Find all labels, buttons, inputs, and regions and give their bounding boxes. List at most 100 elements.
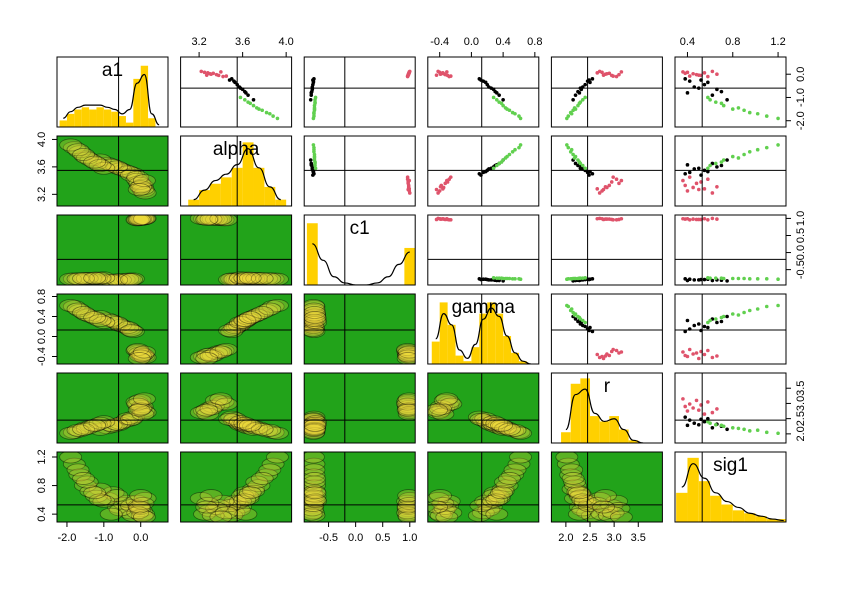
density-contour: [130, 215, 153, 226]
panel: [551, 136, 663, 206]
density-contour: [509, 452, 532, 464]
density-contour: [62, 425, 86, 439]
sample-point: [706, 74, 710, 79]
panel: [427, 452, 539, 522]
panel-frame: [427, 293, 540, 365]
x-tick-label: 0.0: [133, 532, 148, 544]
sample-point: [747, 308, 752, 313]
panel-frame: [674, 135, 787, 207]
density-contour: [304, 421, 326, 435]
histogram-bar: [188, 199, 200, 206]
density-contour: [509, 426, 532, 440]
density-contour: [229, 415, 252, 429]
density-contour: [205, 215, 228, 226]
density-contour: [127, 499, 151, 512]
density-contour: [503, 463, 527, 477]
density-contour: [242, 484, 265, 498]
sample-point: [311, 143, 316, 147]
panel: [304, 136, 416, 206]
density-contour: [304, 312, 323, 326]
sample-point: [406, 187, 410, 192]
density-contour: [227, 273, 251, 285]
density-contour: [568, 489, 592, 503]
sample-point: [719, 160, 724, 164]
sample-point: [776, 303, 780, 308]
sample-point: [311, 116, 316, 121]
density-contour: [205, 346, 228, 360]
sample-point: [209, 72, 213, 77]
density-contour: [479, 418, 503, 432]
panel-frame: [180, 372, 293, 444]
density-contour: [128, 393, 152, 407]
panel: [304, 57, 416, 127]
density-contour: [304, 503, 324, 517]
sample-point: [601, 187, 606, 192]
density-contour: [304, 421, 323, 435]
panel: [427, 57, 539, 127]
density-contour: [304, 506, 325, 520]
density-contour: [304, 494, 325, 508]
sample-point: [730, 107, 735, 111]
density-contour: [429, 400, 453, 413]
sample-point: [755, 307, 760, 311]
sample-point: [503, 276, 508, 281]
density-contour: [88, 159, 112, 172]
sample-point: [499, 160, 504, 164]
density-contour: [132, 404, 156, 418]
sample-point: [755, 111, 760, 116]
sample-point: [696, 422, 701, 427]
y-tick-label: 3.0: [795, 396, 807, 411]
density-contour: [127, 215, 151, 226]
density-contour: [439, 506, 463, 520]
sample-point: [755, 428, 760, 433]
density-contour: [92, 161, 116, 175]
panel-frame: [180, 293, 293, 365]
sample-point: [580, 323, 585, 328]
density-contour: [304, 302, 326, 316]
density-contour: [120, 168, 143, 182]
sample-point: [736, 426, 741, 431]
panel-frame: [56, 293, 169, 365]
density-contour: [73, 479, 97, 492]
sample-point: [702, 324, 707, 329]
density-contour: [125, 172, 149, 186]
density-contour: [130, 215, 154, 226]
density-contour: [129, 489, 153, 502]
sample-point: [407, 191, 412, 195]
panel: [304, 452, 416, 522]
density-contour: [88, 314, 112, 327]
density-contour: [398, 406, 416, 419]
sample-point: [583, 95, 587, 100]
density-contour: [242, 422, 265, 436]
sample-point: [313, 160, 317, 164]
density-contour: [66, 143, 90, 157]
sample-point: [730, 276, 735, 281]
density-contour: [397, 402, 416, 416]
sample-point: [597, 191, 602, 195]
sample-point: [685, 423, 690, 428]
density-contour: [304, 422, 326, 436]
density-contour: [501, 424, 525, 438]
density-contour: [211, 215, 235, 227]
density-contour: [304, 486, 327, 500]
histogram-bar: [710, 495, 722, 522]
sample-point: [595, 216, 600, 221]
sample-point: [221, 74, 225, 79]
sample-point: [580, 318, 585, 323]
density-contour: [99, 274, 123, 285]
density-contour: [222, 506, 246, 520]
sample-point: [275, 116, 280, 121]
panel: [551, 294, 663, 364]
panel-frame: [180, 56, 293, 128]
histogram-bar: [118, 116, 126, 127]
sample-point: [702, 71, 707, 75]
density-contour: [116, 494, 140, 508]
density-contour: [133, 406, 157, 419]
density-contour: [68, 424, 92, 438]
panel-frame: [303, 372, 416, 444]
density-contour: [85, 418, 108, 432]
sample-point: [696, 217, 701, 222]
sample-point: [687, 175, 692, 179]
panel-frame: [180, 135, 293, 207]
histogram-bar: [463, 361, 472, 364]
